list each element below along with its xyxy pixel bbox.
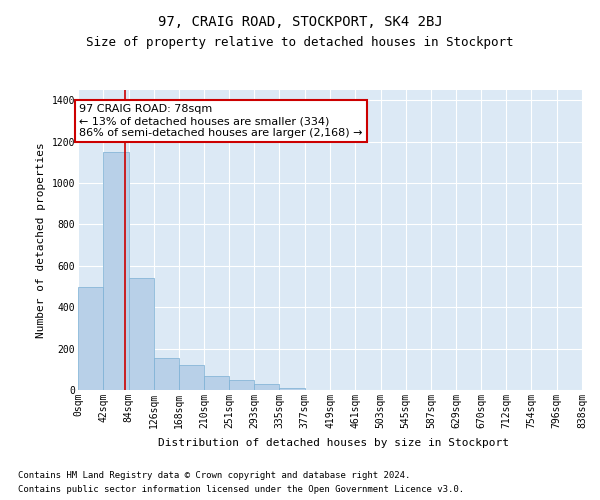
Text: Contains HM Land Registry data © Crown copyright and database right 2024.: Contains HM Land Registry data © Crown c…: [18, 472, 410, 480]
Text: Contains public sector information licensed under the Open Government Licence v3: Contains public sector information licen…: [18, 484, 464, 494]
Bar: [154, 358, 179, 390]
Text: 97, CRAIG ROAD, STOCKPORT, SK4 2BJ: 97, CRAIG ROAD, STOCKPORT, SK4 2BJ: [158, 16, 442, 30]
Bar: [280, 388, 305, 390]
Bar: [103, 152, 128, 390]
Bar: [179, 365, 205, 390]
Text: Size of property relative to detached houses in Stockport: Size of property relative to detached ho…: [86, 36, 514, 49]
Text: Distribution of detached houses by size in Stockport: Distribution of detached houses by size …: [158, 438, 509, 448]
Bar: [229, 380, 254, 390]
Bar: [254, 384, 280, 390]
Bar: [78, 286, 103, 390]
Y-axis label: Number of detached properties: Number of detached properties: [36, 142, 46, 338]
Bar: [205, 376, 229, 390]
Bar: [128, 278, 154, 390]
Text: 97 CRAIG ROAD: 78sqm
← 13% of detached houses are smaller (334)
86% of semi-deta: 97 CRAIG ROAD: 78sqm ← 13% of detached h…: [79, 104, 363, 138]
